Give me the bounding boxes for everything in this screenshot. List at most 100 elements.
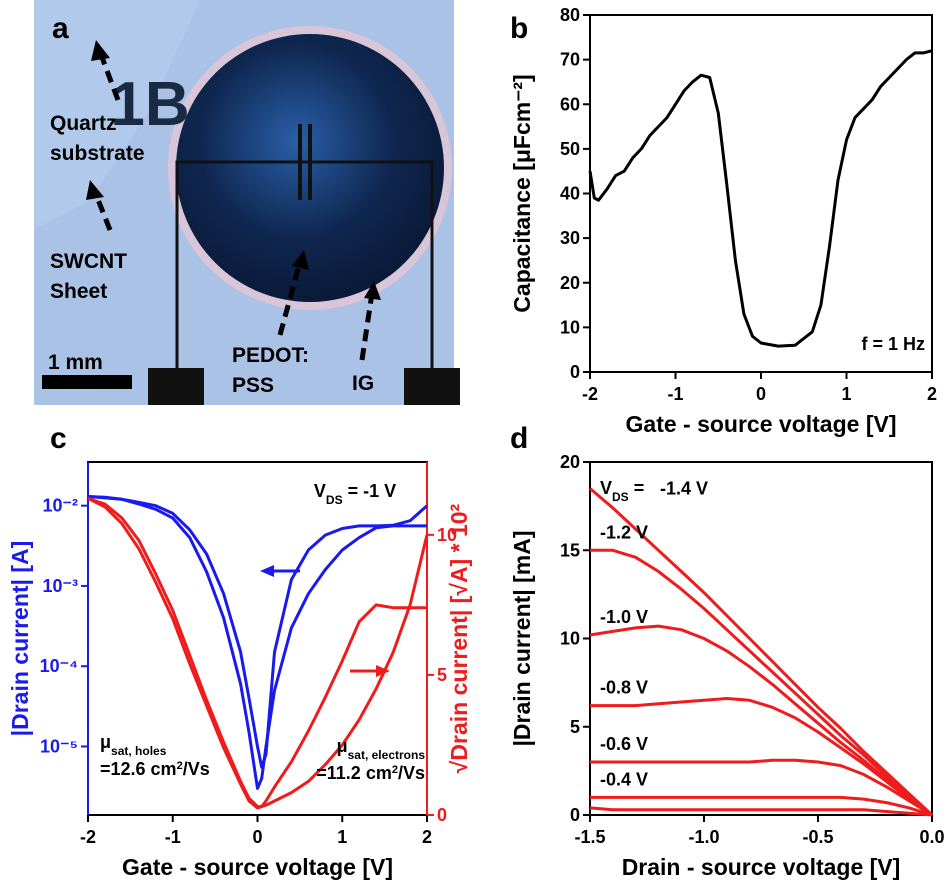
y-tick-label: 70 bbox=[560, 50, 580, 70]
arrows bbox=[92, 51, 375, 361]
text-part: μ bbox=[100, 732, 111, 752]
annotation: Quartz substrate bbox=[50, 112, 145, 165]
panel-label: a bbox=[52, 12, 69, 45]
x-tick-label: 2 bbox=[927, 384, 937, 404]
x-tick-label: -1.5 bbox=[574, 827, 605, 847]
pad bbox=[404, 368, 460, 405]
annotation: =11.2 cm2/Vs bbox=[316, 763, 425, 783]
text-part: /Vs bbox=[398, 763, 425, 783]
scale-label: 1 mm bbox=[48, 351, 103, 374]
text-part: /Vs bbox=[183, 759, 210, 779]
panel-c-arrows bbox=[260, 565, 390, 677]
y-tick-label: 15 bbox=[560, 540, 580, 560]
scale-bar bbox=[42, 375, 132, 389]
annotation: PEDOT: PSS bbox=[232, 344, 309, 397]
y-tick-label: 10 bbox=[560, 629, 580, 649]
text-part: =12.6 cm bbox=[100, 759, 177, 779]
arrow bbox=[277, 261, 303, 336]
annotation: IG bbox=[352, 372, 374, 395]
annotation: f = 1 Hz bbox=[861, 334, 925, 354]
x-tick-label: -1 bbox=[165, 827, 181, 847]
y2-axis-title: √Drain current| [√A] * 10² bbox=[446, 503, 472, 773]
x-tick-label: 1 bbox=[841, 384, 851, 404]
data-line bbox=[87, 495, 428, 769]
y-tick-label: 10⁻³ bbox=[42, 576, 78, 596]
data-line bbox=[590, 795, 933, 817]
arrow bbox=[97, 51, 121, 101]
y-tick-label: 10⁻² bbox=[42, 496, 78, 516]
y-tick-label: 50 bbox=[560, 139, 580, 159]
series-label: -0.4 V bbox=[600, 769, 648, 789]
x-tick-label: 2 bbox=[422, 827, 432, 847]
data-line bbox=[589, 624, 933, 817]
panel-label: d bbox=[510, 422, 528, 455]
text-part: 2 bbox=[392, 764, 398, 776]
data-line bbox=[589, 806, 933, 817]
x-tick-label: -2 bbox=[80, 827, 96, 847]
y-tick-label: 20 bbox=[560, 452, 580, 472]
text-part: V bbox=[600, 478, 612, 498]
y-axis-title: |Drain current| [mA] bbox=[509, 530, 535, 746]
panel-label: c bbox=[50, 422, 67, 455]
annotation: μsat, holes bbox=[100, 732, 167, 758]
x-axis-title: Drain - source voltage [V] bbox=[622, 854, 901, 880]
data-line bbox=[87, 496, 429, 809]
y-tick-label: 40 bbox=[560, 184, 580, 204]
series-label: -0.6 V bbox=[600, 734, 648, 754]
text-part: sat, holes bbox=[111, 744, 167, 758]
pad bbox=[148, 368, 204, 405]
arrowhead bbox=[86, 180, 104, 200]
annotation: μsat, electrons bbox=[337, 736, 426, 762]
series-label: -0.8 V bbox=[600, 678, 648, 698]
y-tick-label: 80 bbox=[560, 5, 580, 25]
x-tick-label: 0 bbox=[756, 384, 766, 404]
data-line bbox=[590, 697, 933, 817]
x-axis-title: Gate - source voltage [V] bbox=[626, 411, 897, 437]
y-axis-title: Capacitance [μFcm⁻²] bbox=[509, 74, 535, 312]
y2-tick-label: 10 bbox=[437, 525, 457, 545]
series-label: -1.0 V bbox=[600, 607, 648, 627]
data-line bbox=[87, 495, 427, 790]
photo-region bbox=[34, 0, 200, 230]
y2-tick-label: 0 bbox=[437, 805, 447, 825]
arrowhead bbox=[260, 565, 274, 577]
text-part: f = 1 Hz bbox=[861, 334, 925, 354]
electrode-wire bbox=[175, 160, 434, 405]
channel bbox=[308, 124, 312, 200]
x-tick-label: -2 bbox=[582, 384, 598, 404]
series-label: -1.2 V bbox=[600, 522, 648, 542]
arrowheads bbox=[86, 40, 381, 300]
text-part: V bbox=[314, 481, 326, 501]
arrow bbox=[359, 292, 375, 361]
x-tick-label: 0.0 bbox=[919, 827, 944, 847]
sample-marking: 1B bbox=[110, 70, 189, 139]
x-tick-label: -1.0 bbox=[688, 827, 719, 847]
data-line bbox=[590, 758, 933, 817]
y-tick-label: 10⁻⁴ bbox=[40, 656, 78, 676]
text-part: DS bbox=[326, 493, 343, 507]
y-tick-label: 5 bbox=[570, 717, 580, 737]
annotation: VDS = -1 V bbox=[314, 481, 396, 507]
text-part: DS bbox=[612, 490, 629, 504]
text-part: = -1 V bbox=[343, 481, 397, 501]
x-axis-title: Gate - source voltage [V] bbox=[122, 854, 393, 880]
y-tick-label: 10 bbox=[560, 317, 580, 337]
y-tick-label: 0 bbox=[570, 805, 580, 825]
y-tick-label: 60 bbox=[560, 94, 580, 114]
text-part: 2 bbox=[177, 760, 183, 772]
y-tick-label: 30 bbox=[560, 228, 580, 248]
x-tick-label: 0 bbox=[252, 827, 262, 847]
annotation: VDS = bbox=[600, 478, 644, 504]
x-tick-label: 1 bbox=[337, 827, 347, 847]
x-tick-label: -0.5 bbox=[802, 827, 833, 847]
data-line bbox=[590, 548, 933, 817]
x-tick-label: -1 bbox=[667, 384, 683, 404]
photo-panel: 1B 1 mm a Quartz substrate SWCNT Sheet PED… bbox=[34, 0, 460, 405]
y-tick-label: 0 bbox=[570, 362, 580, 382]
y-axis-title: |Drain current| [A] bbox=[7, 541, 33, 737]
y-tick-label: 20 bbox=[560, 273, 580, 293]
arrowhead bbox=[292, 250, 309, 270]
data-line bbox=[589, 487, 934, 817]
text-part: = bbox=[629, 478, 645, 498]
text-part: =11.2 cm bbox=[316, 763, 392, 783]
